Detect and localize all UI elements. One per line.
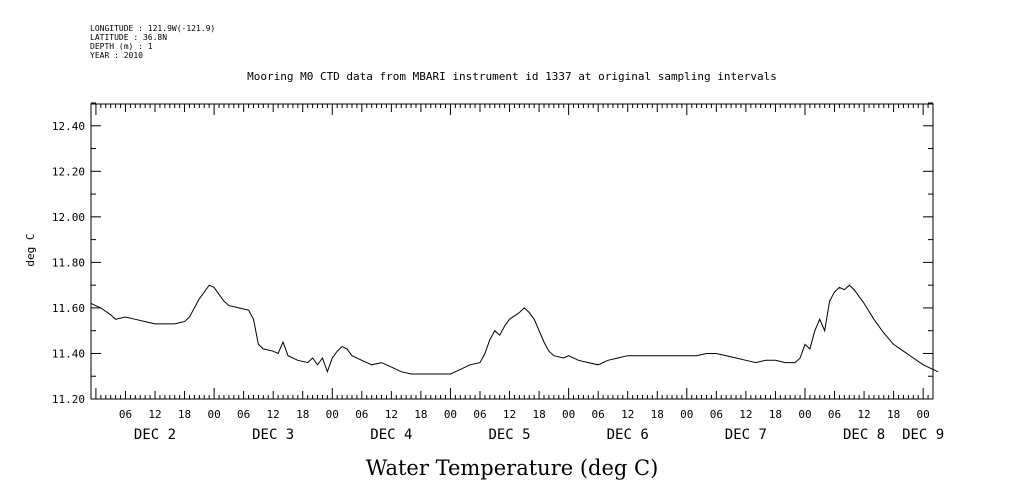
- y-tick-label: 12.40: [52, 120, 85, 133]
- x-tick-label: 12: [385, 408, 398, 421]
- y-tick-label: 12.00: [52, 211, 85, 224]
- y-tick-label: 11.80: [52, 256, 85, 269]
- x-tick-label: 06: [592, 408, 605, 421]
- x-tick-label: 00: [798, 408, 811, 421]
- x-tick-label: 12: [503, 408, 516, 421]
- x-day-label: DEC 6: [607, 427, 649, 443]
- x-day-label: DEC 5: [488, 427, 530, 443]
- y-tick-label: 12.20: [52, 165, 85, 178]
- x-day-label: DEC 7: [725, 427, 767, 443]
- x-tick-label: 00: [917, 408, 930, 421]
- y-tick-label: 11.20: [52, 393, 85, 406]
- chart-title: Mooring M0 CTD data from MBARI instrumen…: [247, 70, 777, 83]
- y-tick-label: 11.60: [52, 302, 85, 315]
- x-tick-label: 06: [828, 408, 841, 421]
- metadata-latitude: LATITUDE : 36.8N: [90, 33, 167, 42]
- x-day-label: DEC 4: [370, 427, 412, 443]
- x-tick-label: 06: [237, 408, 250, 421]
- x-day-label: DEC 2: [134, 427, 176, 443]
- metadata-depth: DEPTH (m) : 1: [90, 42, 153, 51]
- x-tick-label: 18: [296, 408, 309, 421]
- x-day-label: DEC 8: [843, 427, 885, 443]
- metadata-block: LONGITUDE : 121.9W(-121.9) LATITUDE : 36…: [90, 24, 215, 60]
- x-tick-label: 12: [739, 408, 752, 421]
- x-tick-label: 18: [887, 408, 900, 421]
- x-tick-labels: 06 12 18 00 06 12 18 00 06 12 18 00 06 12 18 00 06 12 18 00…: [119, 408, 930, 421]
- x-tick-label: 18: [414, 408, 427, 421]
- x-tick-label: 18: [178, 408, 191, 421]
- x-tick-label: 06: [119, 408, 132, 421]
- x-tick-label: 00: [680, 408, 693, 421]
- plot-frame: [90, 103, 934, 400]
- x-day-labels: DEC 2 DEC 3 DEC 4 DEC 5 DEC 6 DEC 7 DEC 8 DEC 9: [134, 427, 944, 443]
- x-day-label: DEC 9: [902, 427, 944, 443]
- x-tick-label: 00: [444, 408, 457, 421]
- x-tick-label: 12: [857, 408, 870, 421]
- x-tick-label: 06: [473, 408, 486, 421]
- x-tick-label: 12: [148, 408, 161, 421]
- x-tick-label: 18: [651, 408, 664, 421]
- x-tick-label: 18: [769, 408, 782, 421]
- metadata-year: YEAR : 2010: [90, 51, 143, 60]
- axis-ticks: [90, 102, 934, 400]
- x-tick-label: 18: [532, 408, 545, 421]
- x-tick-label: 06: [355, 408, 368, 421]
- series-line: [90, 284, 939, 375]
- y-tick-label: 11.40: [52, 347, 85, 360]
- x-tick-label: 00: [326, 408, 339, 421]
- y-tick-labels: 11.20 11.40 11.60 11.80 12.00 12.20 12.40: [52, 120, 85, 406]
- x-tick-label: 12: [621, 408, 634, 421]
- metadata-longitude: LONGITUDE : 121.9W(-121.9): [90, 24, 215, 33]
- x-tick-label: 00: [562, 408, 575, 421]
- y-axis-label: deg C: [24, 233, 37, 266]
- x-day-label: DEC 3: [252, 427, 294, 443]
- x-tick-label: 12: [267, 408, 280, 421]
- x-tick-label: 06: [710, 408, 723, 421]
- x-tick-label: 00: [207, 408, 220, 421]
- x-axis-label: Water Temperature (deg C): [366, 456, 659, 480]
